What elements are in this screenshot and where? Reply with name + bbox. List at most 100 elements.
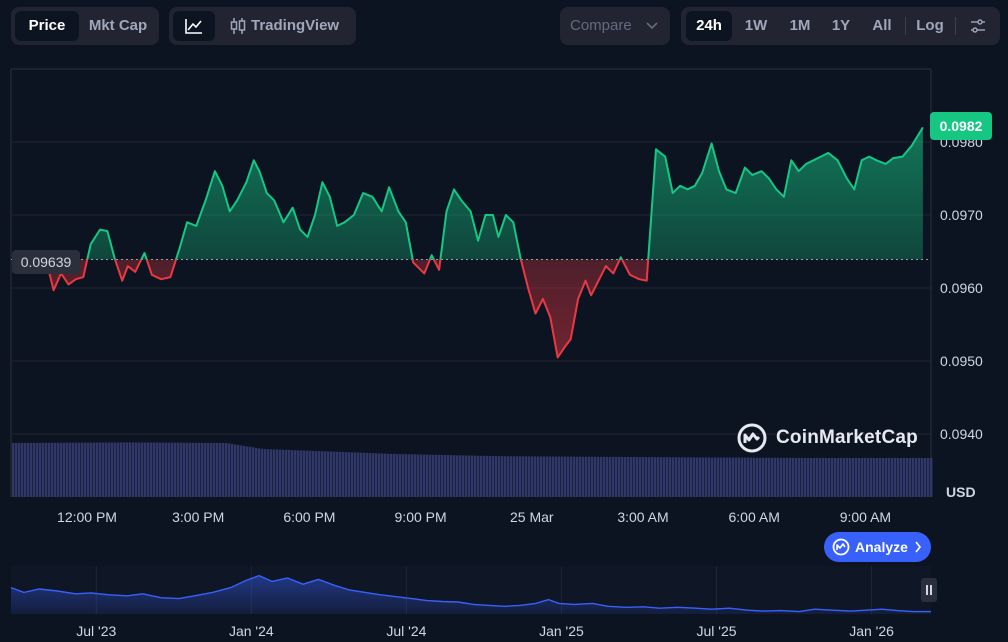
chart-settings-button[interactable] [961,11,995,41]
volume-bar [180,442,183,497]
volume-bar [897,458,900,497]
volume-bar [555,456,558,497]
overview-area [11,575,931,614]
volume-bar [630,457,633,497]
log-toggle[interactable]: Log [916,17,944,34]
volume-bar [228,443,231,497]
volume-bar [162,442,165,497]
volume-bar [624,456,627,497]
volume-bar [144,442,147,497]
volume-bar [492,456,495,497]
volume-bar [696,457,699,497]
analyze-label: Analyze [855,539,908,555]
volume-bar [30,442,33,497]
settings-divider [955,17,956,35]
volume-bar [774,457,777,497]
volume-bar [93,442,96,497]
volume-bar [471,455,474,497]
volume-bar [708,457,711,497]
volume-bar [42,442,45,497]
tab-mkt-cap[interactable]: Mkt Cap [88,17,148,34]
volume-bar [138,442,141,497]
range-1w[interactable]: 1W [744,17,768,34]
volume-bar [717,457,720,497]
volume-bar [330,451,333,497]
volume-bar [528,456,531,497]
volume-bar [327,451,330,497]
volume-bar [741,457,744,497]
compare-dropdown[interactable]: Compare [560,7,670,45]
volume-bar [558,456,561,497]
volume-bar [225,443,228,497]
x-tick-label: 6:00 PM [283,509,335,525]
volume-bar [600,456,603,497]
volume-bar [270,449,273,497]
volume-bar [924,458,927,497]
y-tick-label: 0.0940 [940,426,983,442]
volume-bar [666,457,669,497]
volume-bar [513,456,516,497]
y-tick-label: 0.0950 [940,353,983,369]
volume-bar [222,442,225,497]
volume-bar [255,447,258,497]
volume-bar [285,449,288,497]
volume-bar [351,452,354,497]
volume-bar [339,451,342,497]
volume-bar [879,458,882,497]
analyze-button[interactable]: Analyze [824,532,931,562]
range-1y[interactable]: 1Y [831,17,851,34]
range-all[interactable]: All [872,17,892,34]
volume-bar [288,449,291,497]
volume-bar [825,458,828,497]
volume-bar [540,456,543,497]
volume-bar [360,452,363,497]
line-chart-button[interactable] [173,11,215,41]
volume-bar [567,456,570,497]
volume-bar [321,451,324,497]
volume-bar [840,458,843,497]
range-1m[interactable]: 1M [789,17,811,34]
volume-bar [906,458,909,497]
overview-chart[interactable] [10,566,931,614]
volume-bar [705,457,708,497]
volume-bar [429,454,432,497]
volume-bar [780,457,783,497]
x-axis: 12:00 PM 3:00 PM 6:00 PM 9:00 PM 25 Mar 3:00 … [57,509,891,525]
volume-bar [60,442,63,497]
volume-bar [24,442,27,497]
volume-bars [12,442,933,497]
volume-bar [876,458,879,497]
volume-bar [405,454,408,497]
volume-bar [549,456,552,497]
volume-bar [828,458,831,497]
volume-bar [819,458,822,497]
volume-bar [690,457,693,497]
volume-bar [84,442,87,497]
volume-bar [621,456,624,497]
tab-price[interactable]: Price [15,11,79,41]
volume-bar [531,456,534,497]
volume-bar [927,458,930,497]
volume-bar [87,442,90,497]
volume-bar [855,458,858,497]
volume-bar [882,458,885,497]
overview-drag-handle[interactable] [921,578,937,602]
volume-bar [738,457,741,497]
volume-bar [525,456,528,497]
x-tick-label: 3:00 PM [172,509,224,525]
volume-bar [51,442,54,497]
analyze-icon [832,538,850,556]
tradingview-button[interactable]: TradingView [221,11,351,41]
volume-bar [543,456,546,497]
volume-bar [315,451,318,497]
volume-bar [414,454,417,497]
volume-bar [735,457,738,497]
range-24h[interactable]: 24h [686,11,732,41]
volume-bar [573,456,576,497]
volume-bar [750,457,753,497]
volume-bar [639,457,642,497]
volume-bar [786,457,789,497]
volume-bar [438,454,441,497]
